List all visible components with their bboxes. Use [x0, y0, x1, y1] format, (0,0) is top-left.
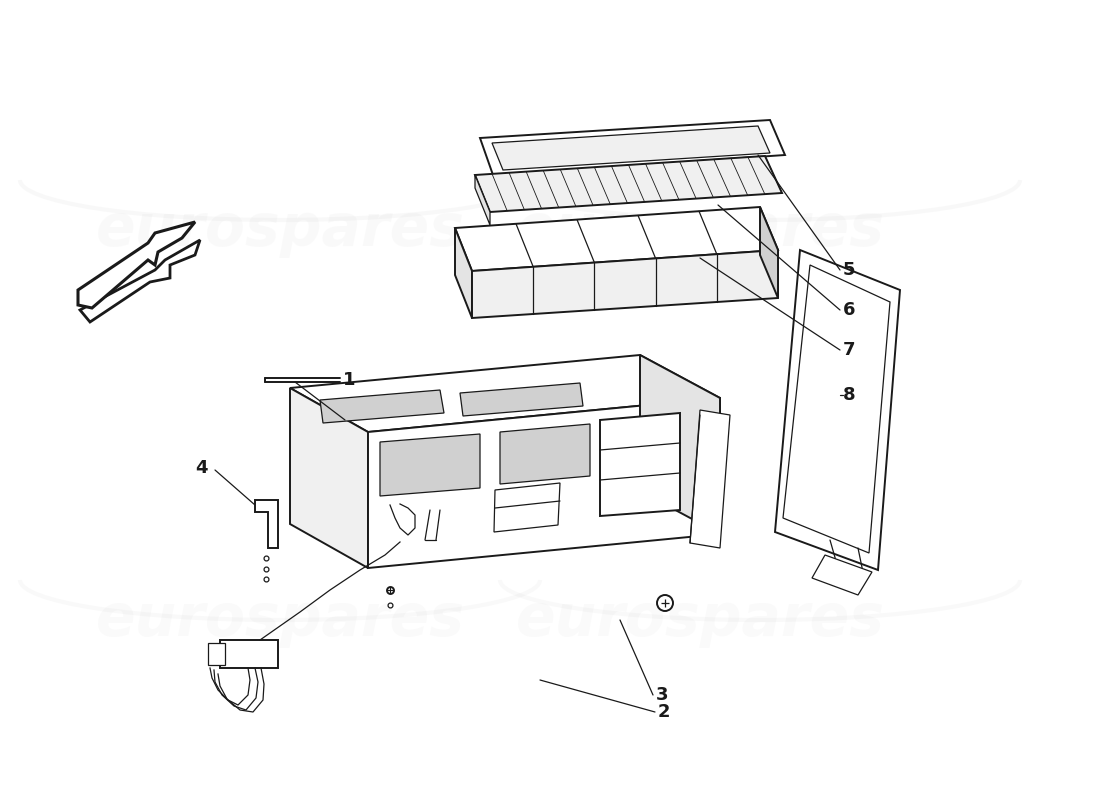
Text: eurospares: eurospares	[516, 202, 884, 258]
Polygon shape	[475, 175, 490, 225]
Polygon shape	[475, 156, 782, 212]
Polygon shape	[368, 398, 720, 568]
Polygon shape	[455, 207, 778, 271]
Polygon shape	[690, 410, 730, 548]
Polygon shape	[492, 126, 770, 170]
Polygon shape	[379, 434, 480, 496]
Text: 4: 4	[195, 459, 208, 477]
Polygon shape	[480, 120, 785, 175]
Text: 5: 5	[843, 261, 856, 279]
Text: 3: 3	[656, 686, 669, 704]
Polygon shape	[812, 555, 872, 595]
Polygon shape	[460, 383, 583, 416]
Polygon shape	[220, 640, 278, 668]
Polygon shape	[472, 250, 778, 318]
Text: 1: 1	[343, 371, 355, 389]
Polygon shape	[494, 483, 560, 532]
Polygon shape	[320, 390, 444, 423]
Text: 6: 6	[843, 301, 856, 319]
Polygon shape	[290, 355, 720, 432]
Polygon shape	[78, 222, 195, 308]
Text: eurospares: eurospares	[96, 591, 464, 649]
Polygon shape	[208, 643, 226, 665]
Polygon shape	[776, 250, 900, 570]
Polygon shape	[600, 413, 680, 516]
Polygon shape	[80, 240, 200, 322]
Polygon shape	[455, 228, 472, 318]
Text: eurospares: eurospares	[516, 591, 884, 649]
Polygon shape	[760, 207, 778, 298]
Text: 7: 7	[843, 341, 856, 359]
Polygon shape	[255, 500, 278, 548]
Polygon shape	[290, 388, 369, 568]
Polygon shape	[500, 424, 590, 484]
Text: 8: 8	[843, 386, 856, 404]
Text: eurospares: eurospares	[96, 202, 464, 258]
Circle shape	[657, 595, 673, 611]
Text: 2: 2	[658, 703, 671, 721]
Polygon shape	[640, 355, 720, 534]
